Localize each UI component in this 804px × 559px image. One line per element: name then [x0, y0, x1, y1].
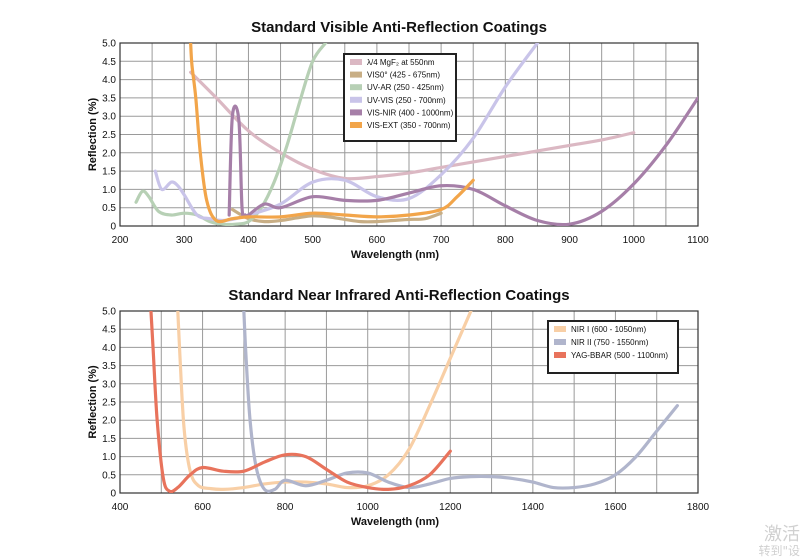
y-tick-label: 2.5: [102, 398, 116, 409]
y-tick-label: 3.0: [102, 112, 116, 123]
y-tick-label: 4.0: [102, 75, 116, 86]
y-tick-label: 0.5: [102, 203, 116, 214]
legend-entry: NIR II (750 - 1550nm): [571, 338, 649, 347]
activation-watermark: 激活 转到"设: [758, 523, 800, 559]
x-tick-label: 1000: [357, 502, 380, 513]
legend-box: [343, 53, 457, 142]
x-axis-label: Wavelength (nm): [351, 516, 440, 528]
series-group: [134, 43, 698, 226]
legend-swatch: [554, 339, 566, 345]
x-tick-label: 1400: [522, 502, 545, 513]
x-axis-label: Wavelength (nm): [351, 249, 440, 261]
x-tick-label: 400: [240, 235, 257, 246]
series-line-3: [134, 43, 328, 226]
legend-entry: YAG-BBAR (500 - 1100nm): [571, 351, 668, 360]
series-line-3: [149, 311, 452, 493]
x-tick-label: 1600: [604, 502, 627, 513]
legend: λ/4 MgF₂ at 550nm VIS0° (425 - 675nm) UV-A…: [343, 53, 457, 142]
legend-entry: λ/4 MgF₂ at 550nm: [367, 58, 435, 67]
series-line-5: [227, 96, 698, 226]
x-tick-label: 1200: [439, 502, 462, 513]
x-tick-label: 900: [561, 235, 578, 246]
legend-swatch: [350, 71, 362, 78]
y-tick-label: 2.5: [102, 130, 116, 141]
x-tick-label: 500: [304, 235, 321, 246]
x-tick-label: 400: [112, 502, 129, 513]
y-tick-label: 3.5: [102, 361, 116, 372]
legend-swatch: [350, 84, 362, 91]
legend-swatch: [554, 352, 566, 358]
series-group: [149, 311, 679, 493]
y-tick-label: 1.5: [102, 434, 116, 445]
y-tick-label: 4.5: [102, 325, 116, 336]
chart-2: Standard Near Infrared Anti-Reflection C…: [87, 287, 710, 528]
watermark-line-1: 激活: [764, 523, 800, 545]
x-tick-label: 200: [112, 235, 129, 246]
y-tick-label: 0: [110, 489, 116, 500]
legend-swatch: [350, 96, 362, 103]
legend-swatch: [350, 109, 362, 116]
y-tick-label: 4.0: [102, 343, 116, 354]
chart-title: Standard Near Infrared Anti-Reflection C…: [228, 287, 569, 304]
plot-frame: [119, 310, 699, 494]
chart-title: Standard Visible Anti-Reflection Coating…: [251, 19, 547, 36]
y-tick-label: 5.0: [102, 307, 116, 318]
x-tick-label: 800: [497, 235, 514, 246]
legend-entry: VIS-EXT (350 - 700nm): [367, 121, 451, 130]
x-tick-label: 600: [194, 502, 211, 513]
y-axis-label: Reflection (%): [87, 365, 99, 439]
legend-entry: UV-VIS (250 - 700nm): [367, 96, 446, 105]
legend-swatch: [350, 122, 362, 128]
y-tick-label: 3.5: [102, 93, 116, 104]
y-tick-label: 2.0: [102, 148, 116, 159]
legend-entry: VIS0° (425 - 675nm): [367, 71, 440, 80]
chart-1: Standard Visible Anti-Reflection Coating…: [87, 19, 709, 261]
y-tick-label: 1.0: [102, 185, 116, 196]
x-tick-label: 800: [277, 502, 294, 513]
y-tick-label: 3.0: [102, 379, 116, 390]
y-tick-label: 0: [110, 222, 116, 233]
y-tick-label: 4.5: [102, 57, 116, 68]
legend: NIR I (600 - 1050nm) NIR II (750 - 1550nm…: [547, 320, 679, 374]
y-tick-label: 1.0: [102, 452, 116, 463]
legend-swatch: [554, 326, 566, 332]
x-tick-label: 300: [176, 235, 193, 246]
tick-labels: 0 0.5 1.0 1.5 2.0 2.5 3.0 3.5 4.0 4.5 5.0 200 300 400…: [102, 39, 709, 247]
watermark-line-2: 转到"设: [758, 544, 800, 559]
x-tick-label: 700: [433, 235, 450, 246]
x-tick-label: 1100: [687, 235, 709, 246]
series-line-1: [189, 70, 636, 181]
series-line-6: [189, 43, 475, 224]
tick-labels: 0 0.5 1.0 1.5 2.0 2.5 3.0 3.5 4.0 4.5 5.0 400 600 800…: [102, 307, 709, 514]
x-tick-label: 1000: [623, 235, 646, 246]
y-tick-label: 2.0: [102, 416, 116, 427]
y-tick-label: 0.5: [102, 470, 116, 481]
legend-box: [547, 320, 679, 374]
x-tick-label: 1800: [687, 502, 710, 513]
series-line-2: [230, 207, 443, 224]
legend-entry: UV-AR (250 - 425nm): [367, 83, 444, 92]
series-line-2: [242, 311, 679, 493]
series-line-1: [176, 311, 473, 492]
legend-entry: NIR I (600 - 1050nm): [571, 325, 646, 334]
y-axis-label: Reflection (%): [87, 97, 99, 171]
y-tick-label: 5.0: [102, 39, 116, 50]
x-tick-label: 600: [369, 235, 386, 246]
legend-swatch: [350, 59, 362, 65]
y-tick-label: 1.5: [102, 167, 116, 178]
legend-entry: VIS-NIR (400 - 1000nm): [367, 108, 454, 117]
plot-frame: [119, 42, 699, 227]
